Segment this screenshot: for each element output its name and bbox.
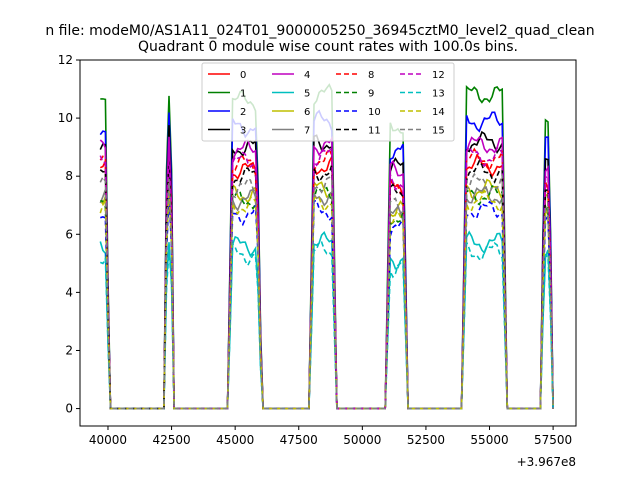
y-tick-label: 12 <box>58 53 73 67</box>
x-tick-label: 47500 <box>280 433 318 447</box>
legend-label-8: 8 <box>368 70 374 81</box>
x-offset-text: +3.967e8 <box>517 455 576 469</box>
legend-label-5: 5 <box>304 89 310 100</box>
legend-label-12: 12 <box>432 70 445 81</box>
legend-label-10: 10 <box>368 107 381 118</box>
chart-title: Quadrant 0 module wise count rates with … <box>138 39 518 55</box>
plot-frame <box>79 59 577 427</box>
series-line-15 <box>99 172 554 410</box>
legend-label-0: 0 <box>240 70 246 81</box>
series-line-10 <box>100 193 554 410</box>
x-tick-label: 40000 <box>89 433 127 447</box>
x-tick-label: 57500 <box>534 433 572 447</box>
legend-label-7: 7 <box>304 126 310 137</box>
x-tick-label: 42500 <box>152 433 190 447</box>
y-tick-label: 2 <box>65 343 73 357</box>
legend-label-11: 11 <box>368 126 381 137</box>
y-tick-label: 6 <box>65 227 73 241</box>
series-line-13 <box>99 241 554 410</box>
legend-label-2: 2 <box>240 107 246 118</box>
legend-label-9: 9 <box>368 89 374 100</box>
y-axis: 0 2 4 6 8 10 12 <box>58 53 80 416</box>
y-tick-label: 4 <box>65 285 73 299</box>
legend-label-15: 15 <box>432 126 445 137</box>
suptitle: n file: modeM0/AS1A11_024T01_9000005250_… <box>45 23 594 39</box>
legend-label-14: 14 <box>432 107 445 118</box>
series-line-9 <box>100 184 554 410</box>
y-tick-label: 8 <box>65 169 73 183</box>
y-tick-label: 0 <box>65 402 73 416</box>
legend-label-13: 13 <box>432 89 445 100</box>
series-line-12 <box>99 145 554 410</box>
y-tick-label: 10 <box>58 111 73 125</box>
x-axis: 40000 42500 45000 47500 50000 52500 55000 57500 <box>89 426 572 447</box>
x-tick-label: 50000 <box>343 433 381 447</box>
x-tick-label: 45000 <box>216 433 254 447</box>
legend-label-4: 4 <box>304 70 310 81</box>
x-tick-label: 52500 <box>407 433 445 447</box>
legend-box <box>201 62 455 142</box>
x-tick-label: 55000 <box>470 433 508 447</box>
legend-label-6: 6 <box>304 107 310 118</box>
legend-label-1: 1 <box>240 89 246 100</box>
legend-label-3: 3 <box>240 126 246 137</box>
